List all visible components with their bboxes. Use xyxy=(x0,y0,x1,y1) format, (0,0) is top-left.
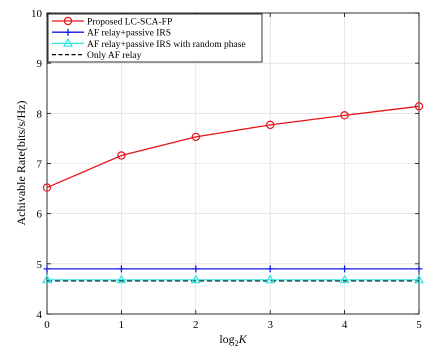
x-tick-label: 5 xyxy=(416,319,422,331)
data-point xyxy=(116,274,127,284)
data-point xyxy=(266,265,274,273)
y-tick-label: 9 xyxy=(37,58,43,70)
legend-marker xyxy=(63,16,73,26)
data-point xyxy=(415,265,423,273)
x-tick-label: 1 xyxy=(119,319,125,331)
y-tick-label: 6 xyxy=(37,209,43,221)
series-line xyxy=(46,105,420,189)
data-point xyxy=(341,265,349,273)
legend-label: AF relay+passive IRS with random phase xyxy=(87,40,246,50)
x-tick-label: 2 xyxy=(193,319,199,331)
data-point xyxy=(42,183,52,192)
x-tick-label: 4 xyxy=(342,319,348,331)
data-point xyxy=(191,132,200,142)
y-tick-label: 5 xyxy=(37,259,43,271)
data-point xyxy=(414,102,424,111)
data-point xyxy=(339,274,350,284)
x-tick-label: 3 xyxy=(267,319,273,331)
axis-ticks: 0 1 2 3 4 5 4 5 6 7 8 9 10 xyxy=(31,8,422,331)
legend-label: Proposed LC-SCA-FP xyxy=(87,18,172,28)
y-tick-label: 8 xyxy=(37,108,43,120)
legend-box xyxy=(47,13,263,63)
data-point xyxy=(117,265,125,273)
data-point xyxy=(340,111,349,120)
data-point xyxy=(192,265,200,273)
y-tick-label: 7 xyxy=(37,159,43,171)
series-group xyxy=(41,102,425,284)
data-point xyxy=(265,274,276,284)
legend-label: AF relay+passive IRS xyxy=(87,29,171,39)
data-point xyxy=(190,274,201,284)
y-tick-label: 4 xyxy=(37,309,43,321)
data-point xyxy=(117,151,126,160)
x-axis-label: log2K xyxy=(219,332,247,348)
legend-marker xyxy=(64,28,72,36)
data-point xyxy=(41,274,53,284)
legend-marker xyxy=(62,37,74,47)
data-point xyxy=(266,120,275,130)
x-tick-label: 0 xyxy=(44,319,50,331)
data-point xyxy=(413,274,425,284)
y-axis-label: Achivable Rate(bits/s/Hz) xyxy=(14,101,28,226)
y-tick-label: 10 xyxy=(31,8,43,20)
legend-label: Only AF relay xyxy=(87,51,142,61)
data-point xyxy=(43,265,51,273)
